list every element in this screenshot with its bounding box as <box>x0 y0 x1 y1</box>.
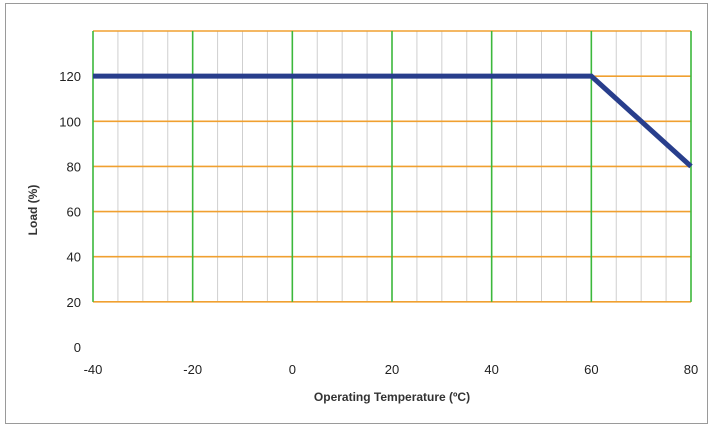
x-tick-label: 80 <box>684 362 698 377</box>
tick-label-layer: -40 -20 0 20 40 60 80 0 20 40 60 80 100 120 <box>59 69 698 377</box>
x-tick-label: 20 <box>385 362 399 377</box>
x-tick-label: -40 <box>84 362 103 377</box>
x-tick-label: -20 <box>183 362 202 377</box>
x-tick-label: 60 <box>584 362 598 377</box>
y-tick-label: 60 <box>67 205 81 220</box>
y-axis-title: Load (%) <box>26 185 40 236</box>
y-tick-label: 80 <box>67 159 81 174</box>
series-layer <box>93 73 693 169</box>
x-tick-label: 40 <box>484 362 498 377</box>
x-tick-label: 0 <box>289 362 296 377</box>
y-tick-label: 40 <box>67 250 81 265</box>
y-tick-label: 20 <box>67 295 81 310</box>
x-axis-title: Operating Temperature (ºC) <box>314 390 470 404</box>
y-tick-label: 0 <box>74 340 81 355</box>
load-series-line <box>93 73 693 169</box>
y-tick-label: 100 <box>59 114 81 129</box>
y-tick-label: 120 <box>59 69 81 84</box>
grid-layer <box>92 30 692 303</box>
